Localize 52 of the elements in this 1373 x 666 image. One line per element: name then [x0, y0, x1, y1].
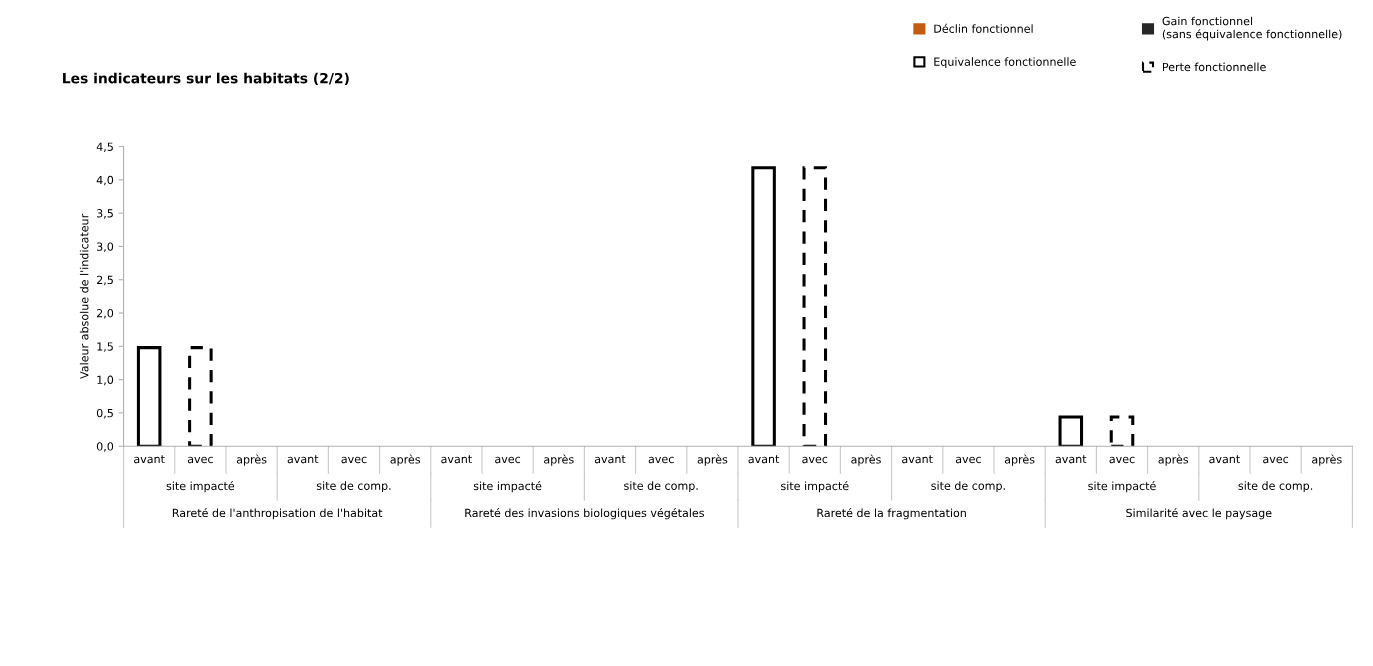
y-tick-label: 1,0 [97, 375, 114, 386]
x-tick-label: avant [441, 455, 472, 464]
x-tick-label: avant [287, 455, 319, 464]
y-tick-label: 4,5 [96, 142, 113, 153]
y-tick-label: 3,5 [97, 209, 113, 219]
legend-label: Perte fonctionnelle [1162, 62, 1266, 72]
x-tick-label: avant [902, 455, 933, 464]
x-tick-label: après [1004, 454, 1035, 466]
x-tick-label: avec [495, 456, 521, 464]
legend-label: Déclin fonctionnel [934, 23, 1033, 33]
text: site de comp. [1238, 481, 1313, 493]
x-tick-label: après [697, 454, 728, 466]
text: site impacté [166, 481, 235, 493]
x-tick-label: avec [648, 456, 674, 464]
y-tick-label: 1,5 [97, 342, 113, 352]
x-tick-label: avant [1209, 455, 1240, 464]
x-tick-label: avec [955, 456, 981, 464]
text: site de comp. [316, 481, 391, 493]
x-tick-label: avant [748, 455, 780, 464]
chart-title: Les indicateurs sur les habitats (2/2) [63, 72, 349, 86]
legend-label: Equivalence fonctionnelle [934, 57, 1076, 69]
legend-label: Gain fonctionnel (sans équivalence fonctionnelle) [1162, 16, 1342, 41]
x-tick-label: avec [1109, 456, 1135, 464]
y-tick-label: 0,0 [96, 442, 114, 452]
y-tick-label: 4,0 [96, 175, 114, 186]
y-axis-title: Valeur absolue de l'indicateur [79, 213, 89, 379]
y-tick-label: 3,0 [97, 242, 114, 252]
y-tick-label: 2,0 [96, 308, 114, 319]
text: site de comp. [624, 481, 698, 493]
text: site impacté [473, 481, 542, 493]
x-tick-label: après [1312, 454, 1342, 466]
text: Similarité avec le paysage [1126, 508, 1272, 520]
y-tick-label: 2,5 [96, 275, 113, 286]
x-tick-label: après [236, 454, 267, 466]
x-tick-label: avec [187, 456, 213, 464]
text: site de comp. [931, 481, 1005, 493]
x-tick-label: après [544, 454, 574, 466]
x-tick-label: avec [802, 456, 828, 464]
x-tick-label: avant [1055, 455, 1087, 464]
x-tick-label: avec [341, 456, 367, 464]
x-tick-label: avec [1263, 456, 1289, 464]
y-tick-label: 0,5 [96, 408, 113, 419]
text: Rareté de l'anthropisation de l'habitat [172, 508, 383, 520]
x-tick-label: après [851, 454, 881, 466]
text: site impacté [1088, 481, 1156, 493]
text: Rareté de la fragmentation [817, 508, 966, 520]
x-tick-label: avant [134, 455, 165, 464]
x-tick-label: avant [594, 455, 626, 464]
x-tick-label: après [1158, 454, 1189, 466]
x-tick-label: après [390, 454, 421, 466]
text: Rareté des invasions biologiques végétales [465, 508, 704, 520]
text: site impacté [781, 481, 849, 493]
